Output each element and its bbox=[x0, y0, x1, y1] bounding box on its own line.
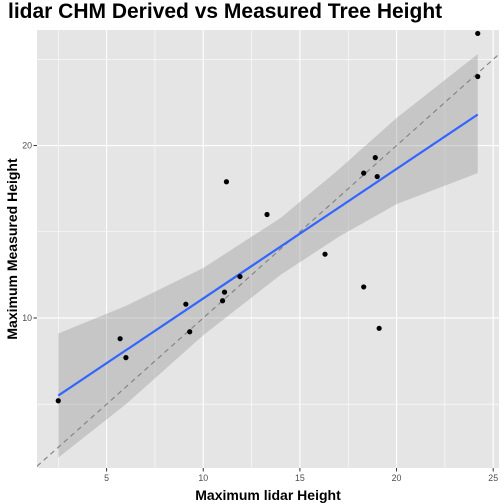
data-point bbox=[374, 173, 380, 180]
data-point bbox=[123, 355, 129, 361]
plot-panel bbox=[37, 30, 499, 468]
data-point bbox=[361, 170, 367, 176]
x-tick-label: 15 bbox=[295, 473, 305, 483]
x-tick-label: 25 bbox=[488, 473, 498, 483]
data-point bbox=[264, 211, 270, 218]
data-point bbox=[376, 325, 382, 331]
data-point bbox=[183, 301, 189, 307]
y-axis-ticks: 10 20 bbox=[22, 141, 37, 323]
x-axis-title: Maximum lidar Height bbox=[195, 487, 341, 503]
data-point bbox=[55, 398, 61, 404]
y-tick-label: 20 bbox=[22, 141, 32, 151]
reference-line bbox=[37, 53, 499, 467]
minor-gridlines bbox=[37, 30, 499, 468]
x-tick-label: 5 bbox=[104, 473, 109, 483]
reference-line-layer bbox=[37, 53, 499, 467]
data-points bbox=[55, 30, 481, 404]
chart-title: lidar CHM Derived vs Measured Tree Heigh… bbox=[8, 0, 442, 23]
x-tick-label: 10 bbox=[198, 473, 208, 483]
data-point bbox=[117, 336, 123, 342]
x-axis-ticks: 5 10 15 20 25 bbox=[104, 468, 498, 483]
fit-line bbox=[57, 113, 479, 397]
data-point bbox=[187, 329, 193, 335]
data-point bbox=[372, 155, 378, 161]
data-point bbox=[475, 73, 481, 80]
y-tick-label: 10 bbox=[22, 313, 32, 323]
data-point bbox=[221, 289, 228, 295]
data-point bbox=[237, 273, 243, 280]
fit-line-layer bbox=[57, 113, 479, 397]
data-point bbox=[361, 284, 367, 290]
y-axis-title: Maximum Measured Height bbox=[4, 158, 20, 340]
data-point bbox=[322, 251, 328, 257]
x-tick-label: 20 bbox=[392, 473, 402, 483]
data-point bbox=[475, 30, 481, 37]
data-point bbox=[219, 298, 226, 304]
major-gridlines bbox=[37, 30, 499, 468]
data-point bbox=[223, 179, 230, 185]
